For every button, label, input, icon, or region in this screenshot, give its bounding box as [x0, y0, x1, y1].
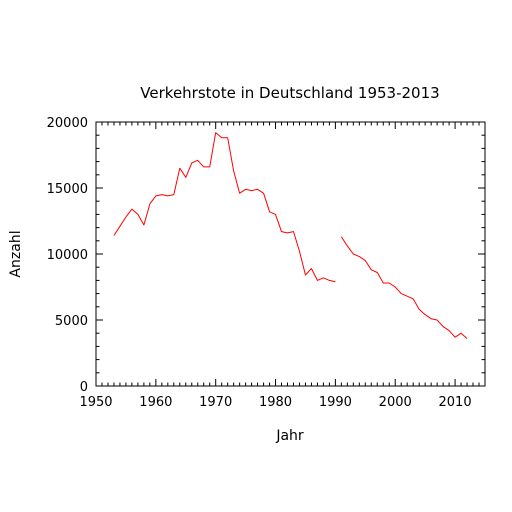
series-0-segment-0 — [113, 132, 336, 283]
x-tick-label: 1950 — [79, 395, 112, 410]
series-lines — [113, 132, 468, 339]
x-axis-label: Jahr — [275, 428, 304, 444]
axis-ticks — [95, 121, 486, 387]
x-tick-label: 1990 — [319, 395, 352, 410]
x-tick-label: 1980 — [259, 395, 292, 410]
chart-title: Verkehrstote in Deutschland 1953-2013 — [140, 84, 439, 102]
x-tick-label: 2000 — [379, 395, 412, 410]
x-tick-label: 1960 — [139, 395, 172, 410]
x-tick-label: 1970 — [199, 395, 232, 410]
plot-frame — [95, 121, 486, 387]
x-tick-label: 2010 — [439, 395, 472, 410]
y-tick-label: 5000 — [55, 314, 88, 329]
y-tick-label: 0 — [80, 380, 88, 395]
series-0-segment-1 — [340, 236, 468, 339]
y-axis-label: Anzahl — [8, 230, 24, 277]
y-tick-label: 15000 — [47, 182, 88, 197]
y-tick-label: 10000 — [47, 248, 88, 263]
axis-tick-labels: 1950 1960 1970 1980 1990 2000 2010 0 5000 10000 15… — [47, 116, 472, 410]
plot-area: 1950 1960 1970 1980 1990 2000 2010 0 5000 10000 15… — [47, 116, 486, 410]
y-tick-label: 20000 — [47, 116, 88, 131]
